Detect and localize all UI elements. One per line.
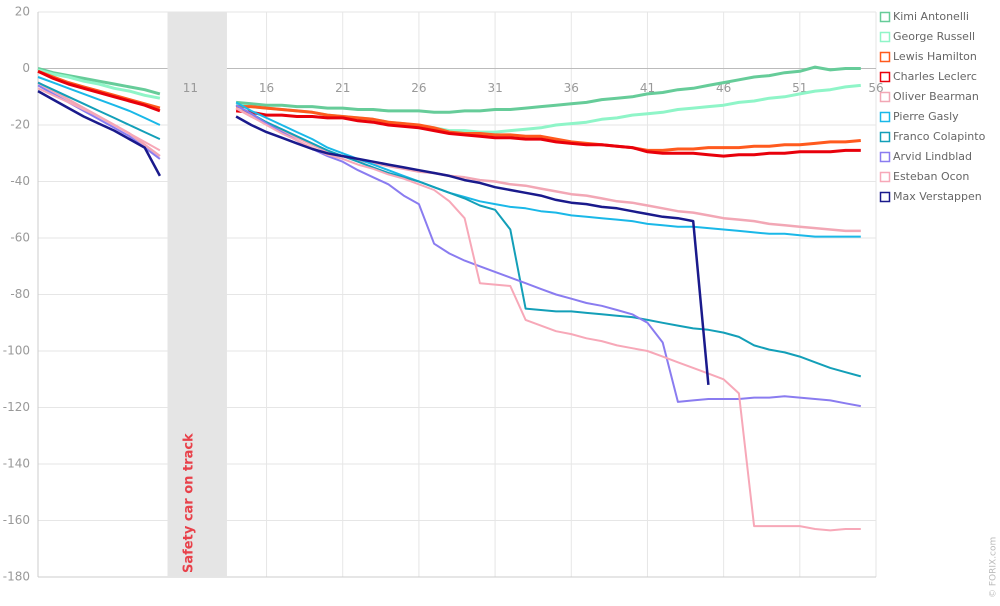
y-tick-label: -180 [3,570,30,584]
legend-swatch [879,131,891,143]
annotation-label: Safety car on track [182,433,197,573]
legend-label: Lewis Hamilton [893,50,977,63]
credit: © FORIX.com [989,537,999,598]
legend-swatch [879,191,891,203]
legend-swatch [879,11,891,23]
y-tick-label: -160 [3,513,30,527]
legend-label: Oliver Bearman [893,90,979,103]
x-tick-label: 51 [792,81,807,95]
legend-swatch [879,71,891,83]
legend-label: Franco Colapinto [893,130,986,143]
legend-label: Pierre Gasly [893,110,959,123]
legend-label: George Russell [893,30,975,43]
legend-swatch [879,31,891,43]
legend-swatch [879,91,891,103]
y-tick-label: -60 [10,231,30,245]
y-tick-label: -40 [10,174,30,188]
legend-swatch [879,171,891,183]
series-line [37,87,861,532]
legend-label: Max Verstappen [893,190,982,203]
legend-label: Arvid Lindblad [893,150,972,163]
series-line [37,76,861,238]
y-tick-label: -80 [10,287,30,301]
y-tick-label: -120 [3,400,30,414]
y-tick-label: -140 [3,457,30,471]
x-tick-label: 31 [487,81,502,95]
y-tick-label: 20 [15,5,30,19]
x-tick-label: 56 [868,81,883,95]
x-tick-label: 26 [411,81,426,95]
legend-label: Esteban Ocon [893,170,969,183]
safety-car-band [167,12,227,577]
y-tick-label: 0 [22,61,30,75]
legend-label: Kimi Antonelli [893,10,969,23]
legend-swatch [879,151,891,163]
y-tick-label: -20 [10,118,30,132]
x-tick-label: 41 [640,81,655,95]
y-tick-label: -100 [3,344,30,358]
legend-label: Charles Leclerc [893,70,977,83]
x-tick-label: 16 [259,81,274,95]
series-line [37,90,710,386]
series-line [37,69,861,158]
legend-swatch [879,51,891,63]
x-tick-label: 36 [564,81,579,95]
x-tick-label: 11 [183,81,198,95]
x-tick-label: 21 [335,81,350,95]
legend-swatch [879,111,891,123]
